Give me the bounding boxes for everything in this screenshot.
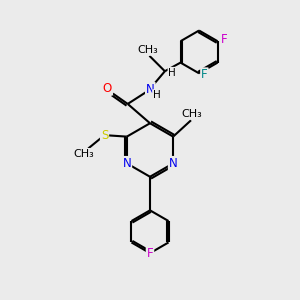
Text: N: N — [122, 157, 131, 170]
Text: N: N — [146, 83, 155, 96]
Text: CH₃: CH₃ — [137, 45, 158, 55]
Text: F: F — [221, 33, 227, 46]
Text: H: H — [153, 90, 161, 100]
Text: S: S — [101, 129, 108, 142]
Text: F: F — [147, 247, 153, 260]
Text: H: H — [168, 68, 176, 78]
Text: N: N — [169, 157, 178, 170]
Text: O: O — [103, 82, 112, 95]
Text: F: F — [201, 68, 208, 81]
Text: CH₃: CH₃ — [181, 109, 202, 119]
Text: CH₃: CH₃ — [74, 149, 94, 159]
